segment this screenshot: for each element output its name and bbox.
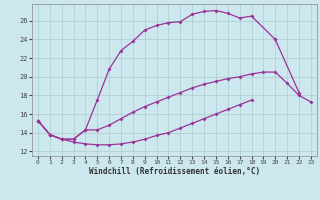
X-axis label: Windchill (Refroidissement éolien,°C): Windchill (Refroidissement éolien,°C): [89, 167, 260, 176]
